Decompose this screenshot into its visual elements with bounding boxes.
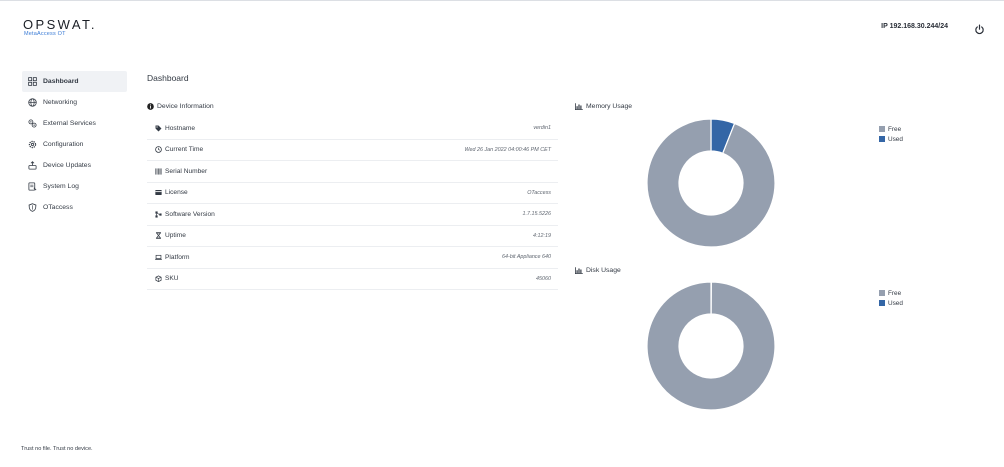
table-row: Hostname verdin1 (147, 118, 558, 140)
hourglass-icon (155, 232, 162, 239)
sidebar-item-system-log[interactable]: System Log (22, 176, 127, 197)
product-name: MetaAccess OT (24, 31, 66, 37)
barcode-icon (155, 168, 162, 175)
info-icon (147, 103, 154, 110)
row-label: Platform (165, 253, 190, 261)
table-row: Platform 64-bit Appliance 640 (147, 247, 558, 269)
table-row: SKU 45060 (147, 269, 558, 290)
legend-item-used[interactable]: Used (879, 134, 903, 144)
bar-chart-icon (575, 103, 583, 110)
sidebar-item-label: OTaccess (43, 204, 73, 211)
memory-usage-donut (646, 118, 776, 248)
row-value: Wed 26 Jan 2022 04:00:46 PM CET (464, 146, 551, 153)
ip-address: IP 192.168.30.244/24 (881, 23, 948, 30)
sidebar-item-label: Device Updates (43, 162, 91, 169)
sidebar-item-external-services[interactable]: External Services (22, 113, 127, 134)
disk-usage-title: Disk Usage (575, 267, 621, 274)
opswat-logo: OPSWAT. (23, 17, 97, 32)
legend-item-free[interactable]: Free (879, 288, 903, 298)
laptop-icon (155, 254, 162, 261)
sidebar-item-configuration[interactable]: Configuration (22, 134, 127, 155)
donut-slice-free[interactable] (646, 281, 776, 411)
row-label: Software Version (165, 210, 215, 218)
log-icon (28, 182, 37, 191)
sidebar-item-otaccess[interactable]: OTaccess (22, 197, 127, 218)
globe-icon (28, 98, 37, 107)
row-value: 4:12:19 (533, 232, 551, 239)
row-value: OTaccess (527, 189, 551, 196)
row-label: Current Time (165, 146, 204, 154)
row-value: 1.7.15.5226 (522, 211, 551, 218)
disk-legend: Free Used (879, 288, 903, 308)
branch-icon (155, 211, 162, 218)
sidebar: Dashboard Networking External Services C… (22, 71, 127, 218)
table-row: Software Version 1.7.15.5226 (147, 204, 558, 226)
table-row: License OTaccess (147, 183, 558, 204)
gear-icon (28, 140, 37, 149)
donut-slice-free[interactable] (646, 118, 776, 248)
row-label: SKU (165, 275, 179, 283)
page-title: Dashboard (147, 73, 189, 83)
device-info-table: Hostname verdin1 Current Time Wed 26 Jan… (147, 118, 558, 290)
row-label: Serial Number (165, 167, 208, 175)
device-info-title: Device Information (147, 103, 214, 110)
disk-usage-donut (646, 281, 776, 411)
clock-icon (155, 146, 162, 154)
box-icon (155, 275, 162, 283)
row-label: License (165, 189, 188, 197)
update-icon (28, 161, 37, 170)
card-icon (155, 189, 162, 196)
power-icon[interactable] (974, 22, 985, 35)
sidebar-item-label: Networking (43, 99, 77, 106)
table-row: Current Time Wed 26 Jan 2022 04:00:46 PM… (147, 140, 558, 161)
grid-icon (28, 77, 37, 86)
bar-chart-icon (575, 267, 583, 274)
row-label: Hostname (165, 124, 196, 132)
services-icon (28, 119, 37, 128)
legend-item-free[interactable]: Free (879, 124, 903, 134)
sidebar-item-label: Dashboard (43, 78, 79, 85)
top-border (0, 0, 1004, 1)
shield-icon (28, 203, 37, 212)
legend-item-used[interactable]: Used (879, 298, 903, 308)
sidebar-item-networking[interactable]: Networking (22, 92, 127, 113)
sidebar-item-dashboard[interactable]: Dashboard (22, 71, 127, 92)
row-value: verdin1 (533, 125, 551, 132)
table-row: Uptime 4:12:19 (147, 226, 558, 247)
table-row: Serial Number (147, 161, 558, 183)
sidebar-item-label: System Log (43, 183, 79, 190)
row-label: Uptime (165, 232, 186, 240)
row-value: 64-bit Appliance 640 (502, 254, 551, 261)
sidebar-item-device-updates[interactable]: Device Updates (22, 155, 127, 176)
tag-icon (155, 125, 162, 132)
row-value: 45060 (536, 275, 551, 282)
sidebar-item-label: Configuration (43, 141, 84, 148)
sidebar-item-label: External Services (43, 120, 96, 127)
footer-tagline: Trust no file. Trust no device. (21, 446, 93, 452)
memory-usage-title: Memory Usage (575, 103, 632, 110)
memory-legend: Free Used (879, 124, 903, 144)
